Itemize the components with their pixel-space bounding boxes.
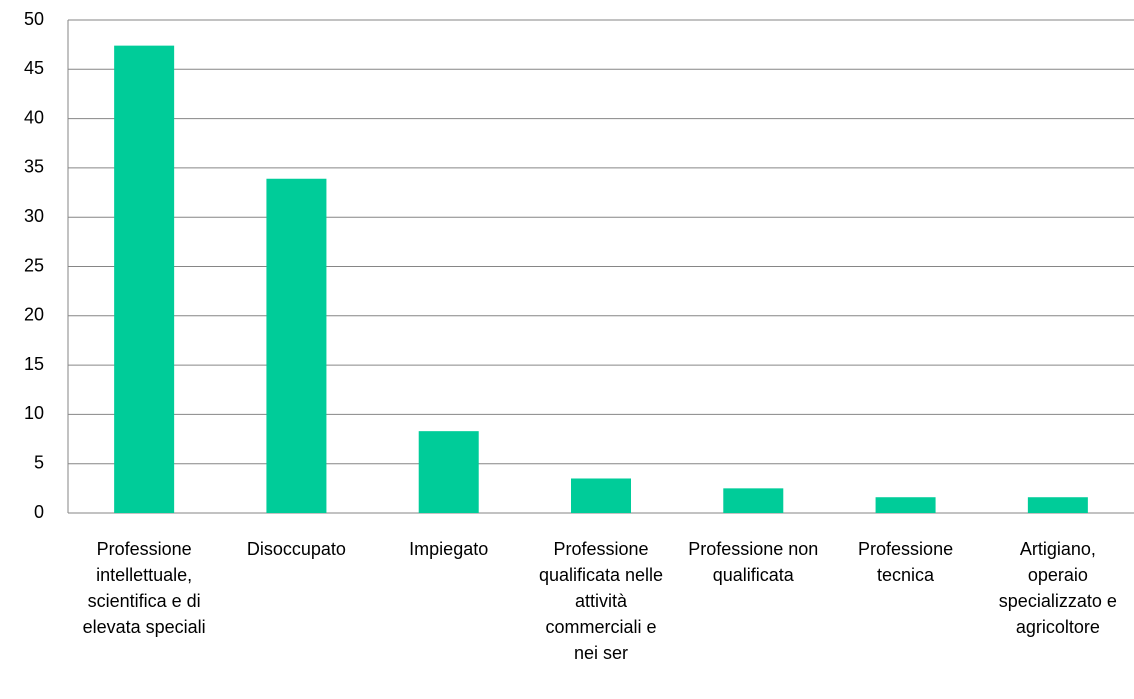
- bar: [1027, 497, 1088, 513]
- y-tick-label: 35: [24, 157, 44, 177]
- bar: [114, 45, 175, 514]
- y-tick-label: 40: [24, 107, 44, 127]
- x-tick-label: Professione non qualificata: [688, 539, 819, 585]
- y-tick-label: 45: [24, 58, 44, 78]
- x-tick-label: Impiegato: [409, 539, 489, 559]
- bar: [571, 478, 631, 513]
- y-tick-label: 5: [34, 452, 44, 472]
- x-tick-label: Disoccupato: [246, 539, 346, 559]
- bar: [723, 488, 784, 513]
- y-tick-label: 0: [34, 502, 44, 522]
- y-tick-label: 10: [24, 403, 44, 423]
- y-tick-label: 30: [24, 206, 44, 226]
- y-tick-label: 15: [24, 354, 44, 374]
- y-tick-label: 25: [24, 255, 44, 275]
- bar: [418, 431, 479, 513]
- y-tick-label: 50: [24, 9, 44, 29]
- bar: [875, 497, 936, 513]
- x-tick-label: Professione tecnica: [858, 539, 954, 585]
- x-tick-label: Professione qualificata nelle attività c…: [538, 539, 664, 663]
- x-tick-label: Professione intellettuale, scientifica e…: [82, 539, 206, 637]
- bar: [266, 178, 327, 513]
- y-tick-label: 20: [24, 305, 44, 325]
- x-tick-label: Artigiano, operaio specializzato e agric…: [998, 539, 1117, 637]
